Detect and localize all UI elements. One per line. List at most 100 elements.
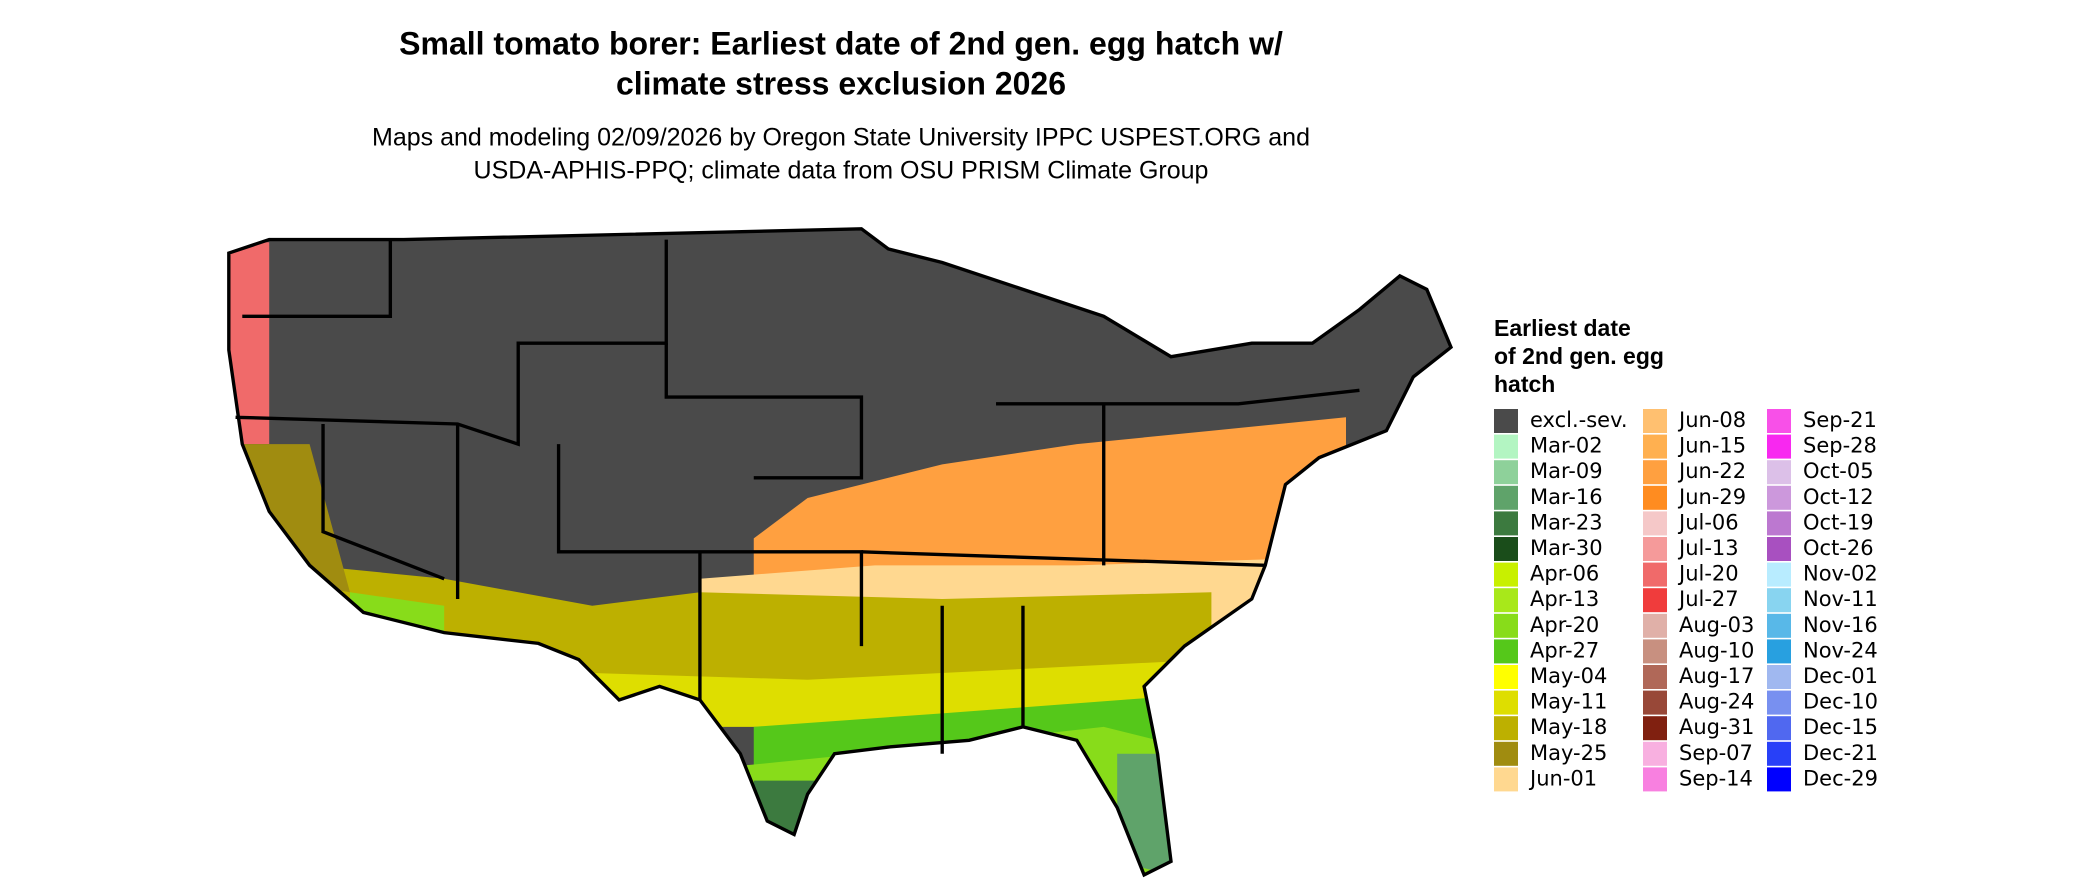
legend-swatch: [1494, 460, 1518, 485]
legend-label: Jun-15: [1677, 434, 1746, 458]
legend-title: of 2nd gen. egg: [1494, 343, 1664, 369]
legend-label: Apr-27: [1530, 638, 1599, 662]
legend-swatch: [1643, 690, 1667, 715]
legend-label: Aug-24: [1679, 690, 1754, 714]
legend-label: Oct-19: [1803, 510, 1874, 534]
legend-swatch: [1767, 409, 1791, 433]
legend-label: Mar-09: [1530, 459, 1603, 483]
legend-label: Sep-14: [1679, 766, 1753, 790]
legend-swatch: [1643, 460, 1667, 485]
legend-swatch: [1767, 588, 1791, 613]
legend-label: Apr-13: [1530, 587, 1599, 611]
title: climate stress exclusion 2026: [616, 65, 1066, 101]
legend-swatch: [1494, 434, 1518, 459]
legend-label: Apr-20: [1530, 613, 1599, 637]
subtitle: USDA-APHIS-PPQ; climate data from OSU PR…: [474, 157, 1209, 185]
legend-label: Dec-29: [1803, 766, 1878, 790]
legend-swatch: [1494, 485, 1518, 510]
legend-swatch: [1767, 562, 1791, 587]
legend-label: Aug-03: [1679, 613, 1754, 637]
legend-label: Jun-01: [1528, 766, 1597, 790]
legend-swatch: [1767, 434, 1791, 459]
legend-label: Dec-21: [1803, 741, 1878, 765]
legend-label: May-11: [1530, 690, 1607, 714]
legend-label: Jul-13: [1677, 536, 1739, 560]
legend-label: Jun-29: [1677, 485, 1746, 509]
legend-label: Dec-01: [1803, 664, 1878, 688]
legend-label: Oct-05: [1803, 459, 1874, 483]
legend-label: excl.-sev.: [1530, 408, 1628, 432]
legend-label: Aug-17: [1679, 664, 1754, 688]
legend-label: Dec-15: [1803, 715, 1878, 739]
legend-label: Nov-16: [1803, 613, 1878, 637]
legend-label: Sep-21: [1803, 408, 1877, 432]
title: Small tomato borer: Earliest date of 2nd…: [399, 25, 1283, 61]
legend-swatch: [1494, 511, 1518, 536]
legend-swatch: [1767, 716, 1791, 741]
legend-swatch: [1767, 511, 1791, 536]
legend-label: Jun-22: [1677, 459, 1746, 483]
legend-swatch: [1643, 639, 1667, 664]
legend-swatch: [1643, 562, 1667, 587]
legend-swatch: [1494, 690, 1518, 715]
legend-label: Mar-02: [1530, 434, 1603, 458]
legend-label: Mar-16: [1530, 485, 1603, 509]
legend-swatch: [1767, 485, 1791, 510]
legend-swatch: [1494, 409, 1518, 433]
legend-swatch: [1494, 639, 1518, 664]
legend-label: Nov-24: [1803, 638, 1878, 662]
legend-swatch: [1767, 460, 1791, 485]
legend-label: Jun-08: [1677, 408, 1746, 432]
legend-swatch: [1643, 409, 1667, 433]
legend-swatch: [1767, 639, 1791, 664]
legend-label: Sep-28: [1803, 434, 1877, 458]
legend-label: Nov-02: [1803, 562, 1878, 586]
legend-label: Apr-06: [1530, 562, 1599, 586]
legend-swatch: [1643, 588, 1667, 613]
legend-swatch: [1494, 537, 1518, 561]
legend-swatch: [1643, 434, 1667, 459]
legend-swatch: [1643, 767, 1667, 792]
legend-label: May-04: [1530, 664, 1607, 688]
legend-swatch: [1767, 665, 1791, 689]
legend-swatch: [1494, 562, 1518, 587]
legend-swatch: [1494, 588, 1518, 613]
legend-swatch: [1767, 690, 1791, 715]
legend-label: May-18: [1530, 715, 1607, 739]
legend-label: Jul-27: [1677, 587, 1739, 611]
legend-title: Earliest date: [1494, 315, 1631, 341]
legend-swatch: [1643, 511, 1667, 536]
legend-swatch: [1767, 741, 1791, 766]
legend-label: Aug-31: [1679, 715, 1754, 739]
legend-swatch: [1767, 767, 1791, 792]
legend-swatch: [1494, 665, 1518, 689]
legend-label: May-25: [1530, 741, 1607, 765]
legend-label: Jul-06: [1677, 510, 1739, 534]
legend-label: Aug-10: [1679, 638, 1754, 662]
legend-label: Sep-07: [1679, 741, 1753, 765]
legend-swatch: [1767, 537, 1791, 561]
legend-label: Dec-10: [1803, 690, 1878, 714]
legend-swatch: [1643, 485, 1667, 510]
legend-label: Mar-23: [1530, 510, 1603, 534]
map: [227, 227, 1454, 878]
legend-label: Oct-26: [1803, 536, 1874, 560]
legend-swatch: [1643, 665, 1667, 689]
legend-label: Nov-11: [1803, 587, 1878, 611]
legend-swatch: [1494, 613, 1518, 638]
legend-title: hatch: [1494, 371, 1555, 397]
legend-label: Mar-30: [1530, 536, 1603, 560]
legend: excl.-sev.Mar-02Mar-09Mar-16Mar-23Mar-30…: [1494, 408, 1878, 792]
legend-swatch: [1643, 716, 1667, 741]
legend-swatch: [1494, 716, 1518, 741]
legend-label: Oct-12: [1803, 485, 1874, 509]
legend-swatch: [1767, 613, 1791, 638]
legend-swatch: [1643, 613, 1667, 638]
legend-label: Jul-20: [1677, 562, 1739, 586]
legend-swatch: [1643, 537, 1667, 561]
subtitle: Maps and modeling 02/09/2026 by Oregon S…: [372, 124, 1310, 152]
legend-swatch: [1494, 741, 1518, 766]
legend-swatch: [1643, 741, 1667, 766]
legend-swatch: [1494, 767, 1518, 792]
